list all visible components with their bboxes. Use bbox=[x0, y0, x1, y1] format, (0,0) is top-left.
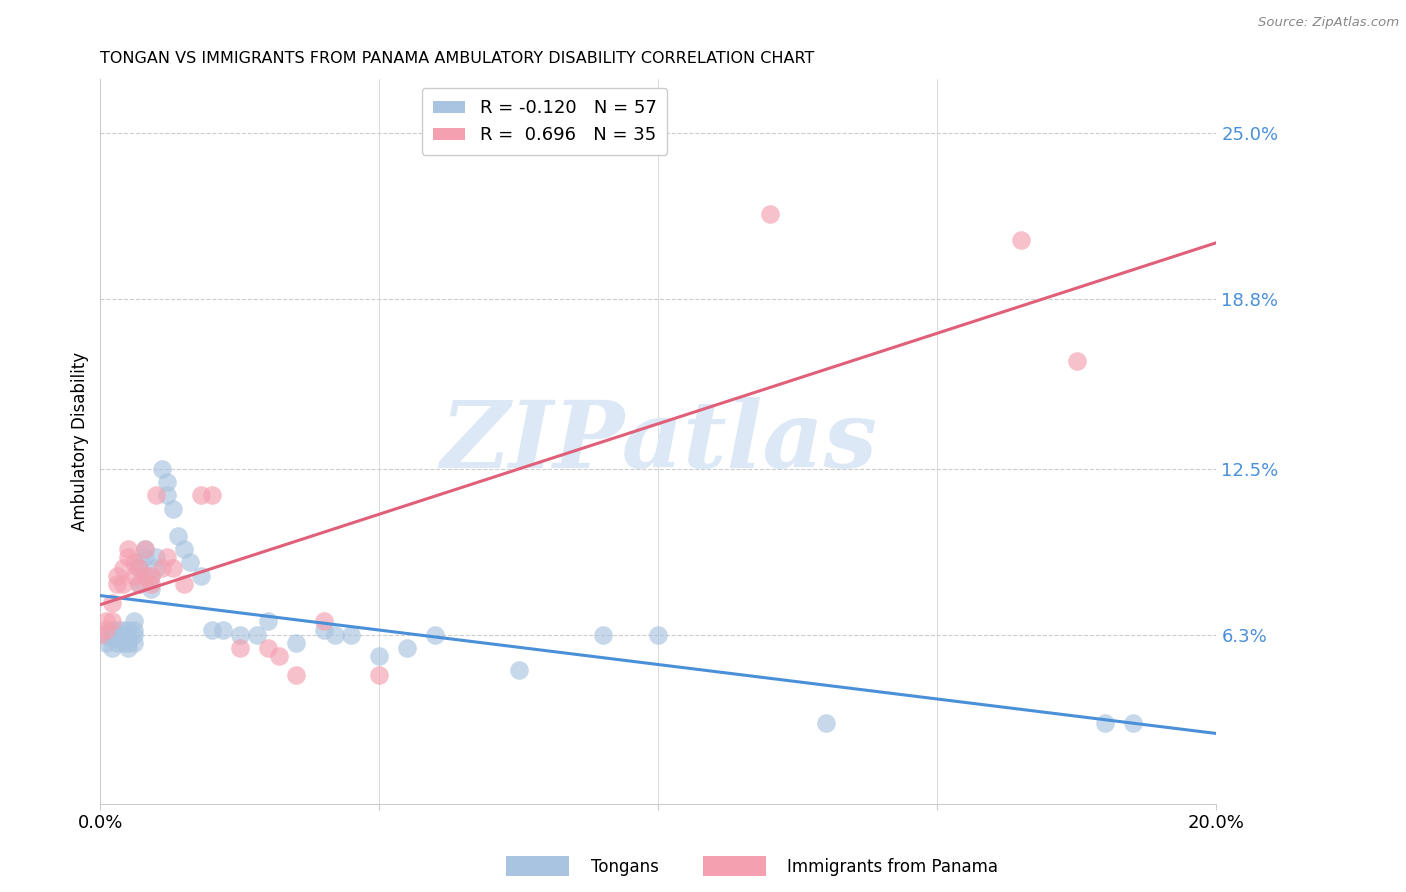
Point bbox=[111, 636, 134, 650]
Point bbox=[122, 628, 145, 642]
Point bbox=[312, 623, 335, 637]
Point bbox=[173, 577, 195, 591]
Point bbox=[284, 668, 307, 682]
Point bbox=[128, 556, 150, 570]
Point bbox=[134, 541, 156, 556]
Point bbox=[592, 628, 614, 642]
Point bbox=[122, 636, 145, 650]
Point bbox=[117, 636, 139, 650]
Point bbox=[284, 636, 307, 650]
Text: ZIPatlas: ZIPatlas bbox=[440, 397, 877, 487]
Point bbox=[312, 615, 335, 629]
Y-axis label: Ambulatory Disability: Ambulatory Disability bbox=[72, 352, 89, 532]
Point bbox=[156, 475, 179, 489]
Point bbox=[100, 596, 122, 610]
Point bbox=[246, 628, 269, 642]
Point bbox=[134, 569, 156, 583]
Point bbox=[425, 628, 447, 642]
Text: TONGAN VS IMMIGRANTS FROM PANAMA AMBULATORY DISABILITY CORRELATION CHART: TONGAN VS IMMIGRANTS FROM PANAMA AMBULAT… bbox=[100, 51, 814, 66]
Point bbox=[173, 541, 195, 556]
Point bbox=[150, 561, 173, 575]
Point bbox=[139, 582, 162, 597]
Point bbox=[139, 569, 162, 583]
Point bbox=[111, 577, 134, 591]
Point bbox=[100, 615, 122, 629]
Point bbox=[105, 636, 128, 650]
Point bbox=[134, 550, 156, 565]
Point bbox=[139, 569, 162, 583]
Point bbox=[396, 641, 419, 656]
Point bbox=[128, 577, 150, 591]
Point bbox=[100, 641, 122, 656]
Point bbox=[128, 577, 150, 591]
Point bbox=[201, 488, 224, 502]
Point bbox=[340, 628, 363, 642]
Legend: R = -0.120   N = 57, R =  0.696   N = 35: R = -0.120 N = 57, R = 0.696 N = 35 bbox=[422, 88, 668, 155]
Point bbox=[105, 569, 128, 583]
Point bbox=[128, 561, 150, 575]
Point bbox=[1010, 233, 1032, 247]
Point bbox=[100, 623, 122, 637]
Point bbox=[122, 615, 145, 629]
Point bbox=[759, 206, 782, 220]
Point bbox=[647, 628, 669, 642]
Point bbox=[508, 663, 530, 677]
Point bbox=[179, 556, 201, 570]
Point bbox=[117, 541, 139, 556]
Point bbox=[145, 550, 167, 565]
Point bbox=[117, 631, 139, 645]
Point bbox=[111, 628, 134, 642]
Point bbox=[201, 623, 224, 637]
Point bbox=[122, 623, 145, 637]
Text: Tongans: Tongans bbox=[591, 858, 658, 876]
Point bbox=[1066, 354, 1088, 368]
Point bbox=[368, 649, 391, 664]
Point bbox=[111, 623, 134, 637]
Point bbox=[156, 550, 179, 565]
Point bbox=[139, 577, 162, 591]
Point bbox=[256, 615, 278, 629]
Point bbox=[105, 628, 128, 642]
Point bbox=[145, 488, 167, 502]
Point bbox=[111, 561, 134, 575]
Point bbox=[368, 668, 391, 682]
Point bbox=[117, 623, 139, 637]
Point bbox=[1122, 716, 1144, 731]
Point bbox=[94, 628, 117, 642]
Point bbox=[94, 615, 117, 629]
Point bbox=[134, 569, 156, 583]
Point bbox=[105, 623, 128, 637]
Point bbox=[167, 528, 190, 542]
Point bbox=[122, 569, 145, 583]
Point bbox=[117, 550, 139, 565]
Point bbox=[117, 641, 139, 656]
Point bbox=[190, 488, 212, 502]
Point bbox=[814, 716, 837, 731]
Point bbox=[94, 636, 117, 650]
Point bbox=[94, 623, 117, 637]
Point bbox=[111, 631, 134, 645]
Point bbox=[128, 561, 150, 575]
Point bbox=[229, 641, 252, 656]
Point bbox=[229, 628, 252, 642]
Point bbox=[89, 628, 111, 642]
Point bbox=[145, 561, 167, 575]
Point bbox=[212, 623, 235, 637]
Point bbox=[162, 561, 184, 575]
Point bbox=[190, 569, 212, 583]
Point bbox=[256, 641, 278, 656]
Text: Immigrants from Panama: Immigrants from Panama bbox=[787, 858, 998, 876]
Point bbox=[1094, 716, 1116, 731]
Point bbox=[134, 541, 156, 556]
Point bbox=[122, 556, 145, 570]
Point bbox=[105, 577, 128, 591]
Point bbox=[267, 649, 290, 664]
Point bbox=[150, 461, 173, 475]
Point bbox=[100, 631, 122, 645]
Point bbox=[162, 501, 184, 516]
Point bbox=[105, 628, 128, 642]
Point bbox=[323, 628, 346, 642]
Point bbox=[156, 488, 179, 502]
Text: Source: ZipAtlas.com: Source: ZipAtlas.com bbox=[1258, 16, 1399, 29]
